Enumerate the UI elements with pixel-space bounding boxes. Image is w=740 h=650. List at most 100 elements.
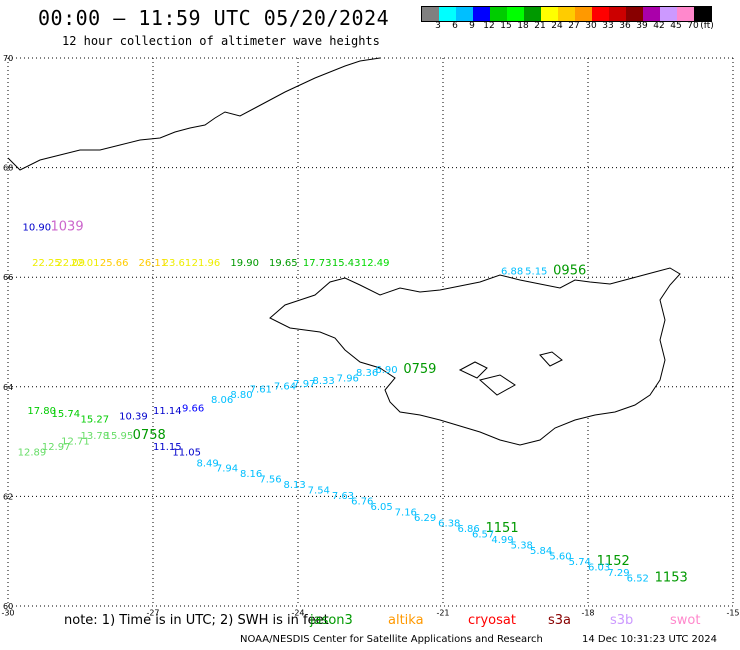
wave-height-value: 6.86 <box>458 524 480 535</box>
wave-height-value: 5.15 <box>525 266 547 277</box>
wave-height-value: 6.38 <box>438 519 460 530</box>
wave-height-value: 13.78 <box>81 431 110 442</box>
wave-height-value: 7.56 <box>259 475 281 486</box>
satellite-legend-item: cryosat <box>468 613 516 628</box>
color-scale-swatch <box>609 7 626 21</box>
wave-height-value: 5.74 <box>569 557 591 568</box>
wave-height-value: 12.97 <box>42 442 71 453</box>
wave-height-value: 15.27 <box>81 414 110 425</box>
wave-height-value: 7.96 <box>337 373 359 384</box>
pass-time-label: 1153 <box>655 570 688 585</box>
wave-height-value: 7.63 <box>332 491 354 502</box>
wave-height-value: 6.57 <box>472 530 494 541</box>
color-scale-swatch <box>473 7 490 21</box>
color-scale-swatch <box>490 7 507 21</box>
wave-height-value: 19.90 <box>230 258 259 269</box>
pass-time-label: 1151 <box>486 521 519 536</box>
wave-height-value: 7.64 <box>274 382 296 393</box>
axis-tick-labels: -30 -27 -24 -21 -18 -15 70 68 66 64 62 60 <box>1 54 739 618</box>
wave-height-value: 25.66 <box>100 258 129 269</box>
footer-timestamp: 14 Dec 10:31:23 UTC 2024 <box>582 634 717 645</box>
color-scale-label: 39 <box>636 21 648 31</box>
satellite-legend-item: altika <box>388 613 424 628</box>
wave-height-value: 11.15 <box>153 442 182 453</box>
wave-height-value: 21.96 <box>192 258 221 269</box>
wave-height-value: 8.13 <box>284 480 306 491</box>
wave-height-value: 15.43 <box>332 258 361 269</box>
wave-height-value: 8.16 <box>240 469 262 480</box>
color-scale-swatch <box>677 7 694 21</box>
wave-height-value: 12.49 <box>361 258 390 269</box>
color-scale-swatch <box>439 7 456 21</box>
wave-height-value: 19.65 <box>269 258 298 269</box>
wave-height-value: 22.01 <box>71 258 100 269</box>
lat-tick-label: 66 <box>3 273 13 282</box>
color-scale-label: 3 <box>435 21 441 31</box>
lon-tick-label: -15 <box>726 609 739 618</box>
wave-height-value: 6.88 <box>501 266 523 277</box>
wave-height-value: 4.99 <box>491 535 513 546</box>
track: 6.574.995.385.845.605.74 1152 <box>472 530 630 569</box>
color-scale-swatch <box>524 7 541 21</box>
wave-height-value: 10.39 <box>119 412 148 423</box>
wave-height-value: 9.66 <box>182 403 204 414</box>
color-scale-label: 9 <box>469 21 475 31</box>
wave-height-value: 5.84 <box>530 546 552 557</box>
track: 6.037.296.52 1153 <box>588 562 688 585</box>
lon-tick-label: -18 <box>581 609 594 618</box>
color-scale-label: 21 <box>534 21 546 31</box>
wave-height-value: 8.36 <box>356 368 378 379</box>
wave-height-value: 12.89 <box>18 447 47 458</box>
footer-note: note: 1) Time is in UTC; 2) SWH is in fe… <box>64 613 329 628</box>
map-subtitle: 12 hour collection of altimeter wave hei… <box>62 34 380 48</box>
lat-tick-label: 68 <box>3 164 13 173</box>
color-scale-swatch <box>558 7 575 21</box>
lat-tick-label: 62 <box>3 492 13 501</box>
wave-height-value: 26.11 <box>139 258 168 269</box>
wave-height-value: 12.71 <box>61 436 90 447</box>
color-scale-swatch <box>422 7 439 21</box>
wave-height-value: 15.95 <box>105 431 134 442</box>
lat-tick-label: 64 <box>3 383 13 392</box>
color-scale-swatch <box>660 7 677 21</box>
wave-height-value: 7.97 <box>293 379 315 390</box>
wave-height-value: 7.94 <box>216 464 238 475</box>
wave-height-value: 7.16 <box>395 508 417 519</box>
wave-height-value: 6.03 <box>588 562 610 573</box>
wave-height-value: 11.14 <box>153 406 182 417</box>
color-scale-swatch <box>626 7 643 21</box>
color-scale-label: 33 <box>602 21 614 31</box>
color-scale-label: 6 <box>452 21 458 31</box>
pass-time-label: 1039 <box>51 220 84 235</box>
wave-height-value: 5.38 <box>511 540 533 551</box>
color-scale-swatch <box>643 7 660 21</box>
wave-height-value: 6.76 <box>351 497 373 508</box>
satellite-legend-item: jason3 <box>310 613 353 628</box>
wave-height-value: 6.90 <box>375 365 397 376</box>
wave-height-value: 22.09 <box>56 258 85 269</box>
wave-height-value: 15.74 <box>52 409 81 420</box>
satellite-legend-item: s3a <box>548 613 572 628</box>
color-scale-swatch <box>541 7 558 21</box>
track: 10.90 1039 <box>23 220 84 235</box>
wave-height-value: 8.80 <box>230 390 252 401</box>
color-scale-label: 45 <box>670 21 682 31</box>
pass-time-label: 0758 <box>133 428 166 443</box>
wave-height-value: 7.29 <box>607 568 629 579</box>
color-scale-label: 30 <box>585 21 597 31</box>
pass-time-label: 0759 <box>403 362 436 377</box>
color-scale-label: 24 <box>551 21 563 31</box>
wave-height-value: 7.61 <box>250 384 272 395</box>
wave-height-value: 8.49 <box>197 458 219 469</box>
wave-height-color-scale <box>421 6 712 22</box>
footer-credit: NOAA/NESDIS Center for Satellite Applica… <box>240 634 543 645</box>
lat-tick-label: 70 <box>3 54 13 63</box>
color-scale-label: 15 <box>500 21 512 31</box>
satellite-legend-item: swot <box>670 613 701 628</box>
wave-height-value: 22.25 <box>32 258 61 269</box>
color-scale-label: 70 <box>687 21 699 31</box>
wave-height-value: 7.54 <box>308 486 330 497</box>
